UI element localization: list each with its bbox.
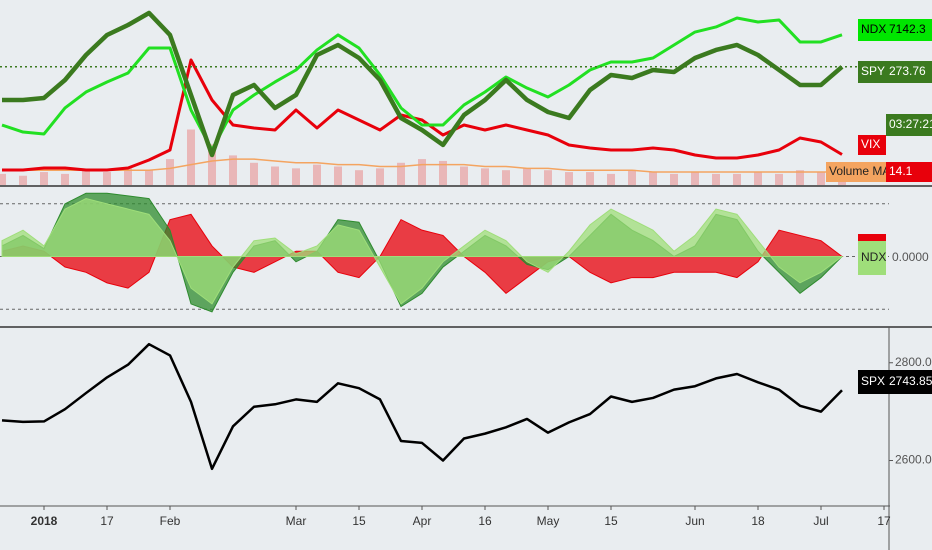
badge-name-bg (858, 19, 886, 41)
badge-name-bg (858, 370, 886, 394)
volume-bar (460, 166, 468, 185)
x-tick-label: Jun (685, 514, 704, 528)
badge-name: NDX (861, 22, 886, 36)
volume-bar (292, 168, 300, 185)
badge-name: SPX (861, 374, 885, 388)
volume-bar (271, 166, 279, 185)
badge-name-bg (858, 241, 886, 275)
volume-bar (82, 170, 90, 185)
series-line (1, 16, 843, 152)
badge-value-bg (886, 162, 932, 182)
series-line (2, 158, 842, 173)
volume-bar (502, 170, 510, 185)
volume-bar (418, 159, 426, 185)
volume-bar (544, 170, 552, 185)
countdown-bg (886, 114, 932, 136)
volume-bar (187, 129, 195, 185)
x-tick-label: 15 (604, 514, 618, 528)
volume-bar (691, 172, 699, 185)
volume-bar (229, 155, 237, 185)
volume-bar (313, 164, 321, 185)
volume-bar (355, 170, 363, 185)
volume-bar (670, 173, 678, 185)
volume-bar (712, 173, 720, 185)
volume-bar (754, 172, 762, 185)
oscillator-area (1, 213, 844, 295)
volume-bar (733, 173, 741, 185)
x-tick-label: 2018 (31, 514, 58, 528)
volume-bar (607, 173, 615, 185)
x-tick-label: Mar (286, 514, 307, 528)
x-tick-label: 17 (877, 514, 891, 528)
badge-name-bg (858, 61, 886, 83)
series-line (2, 10, 844, 158)
volume-bar (19, 175, 27, 185)
volume-bar (397, 162, 405, 185)
volume-bar (40, 172, 48, 185)
x-tick-label: May (537, 514, 560, 528)
volume-bar (61, 173, 69, 185)
x-tick-label: 17 (100, 514, 114, 528)
volume-bar (376, 168, 384, 185)
y-tick-label: 2600.00 (895, 453, 932, 467)
badge-value-bg (886, 370, 932, 394)
x-tick-label: 16 (478, 514, 492, 528)
countdown: 03:27:21 (889, 117, 932, 131)
volume-bar (145, 170, 153, 185)
x-tick-label: Jul (813, 514, 828, 528)
badge-name: NDX (861, 250, 886, 264)
series-line (2, 58, 843, 172)
badge-name-bg (826, 162, 886, 182)
badge-name: Volume MA (829, 164, 890, 178)
badge-name: SPY (861, 64, 885, 78)
volume-bar (166, 159, 174, 185)
volume-bar (334, 166, 342, 185)
badge-value: 0.0000 (892, 250, 929, 264)
badge-value-bg (886, 19, 932, 41)
x-tick-label: 18 (751, 514, 765, 528)
volume-bar (250, 162, 258, 185)
badge-value-bg (886, 61, 932, 83)
badge-value: 7142.3 (889, 22, 926, 36)
x-tick-label: 15 (352, 514, 366, 528)
oscillator-area (1, 198, 844, 305)
badge-name-bg (858, 135, 886, 155)
volume-bar (124, 168, 132, 185)
volume-bar (817, 172, 825, 185)
volume-bar (208, 144, 216, 185)
x-tick-label: Feb (160, 514, 181, 528)
badge-value: 2743.85 (889, 374, 932, 388)
volume-bar (439, 160, 447, 185)
badge-name: VIX (861, 137, 880, 151)
badge-value: 14.1 (889, 164, 913, 178)
volume-bar (628, 170, 636, 185)
x-tick-label: Apr (413, 514, 432, 528)
series-line (1, 342, 843, 471)
volume-bar (0, 173, 6, 185)
volume-bar (649, 172, 657, 185)
volume-bar (796, 170, 804, 185)
volume-bar (481, 168, 489, 185)
badge-marker (858, 234, 886, 242)
badge-value: 273.76 (889, 64, 926, 78)
volume-bar (103, 172, 111, 185)
y-tick-label: 2800.00 (895, 355, 932, 369)
volume-bar (565, 172, 573, 185)
volume-bar (775, 173, 783, 185)
volume-bar (523, 168, 531, 185)
volume-bar (586, 172, 594, 185)
